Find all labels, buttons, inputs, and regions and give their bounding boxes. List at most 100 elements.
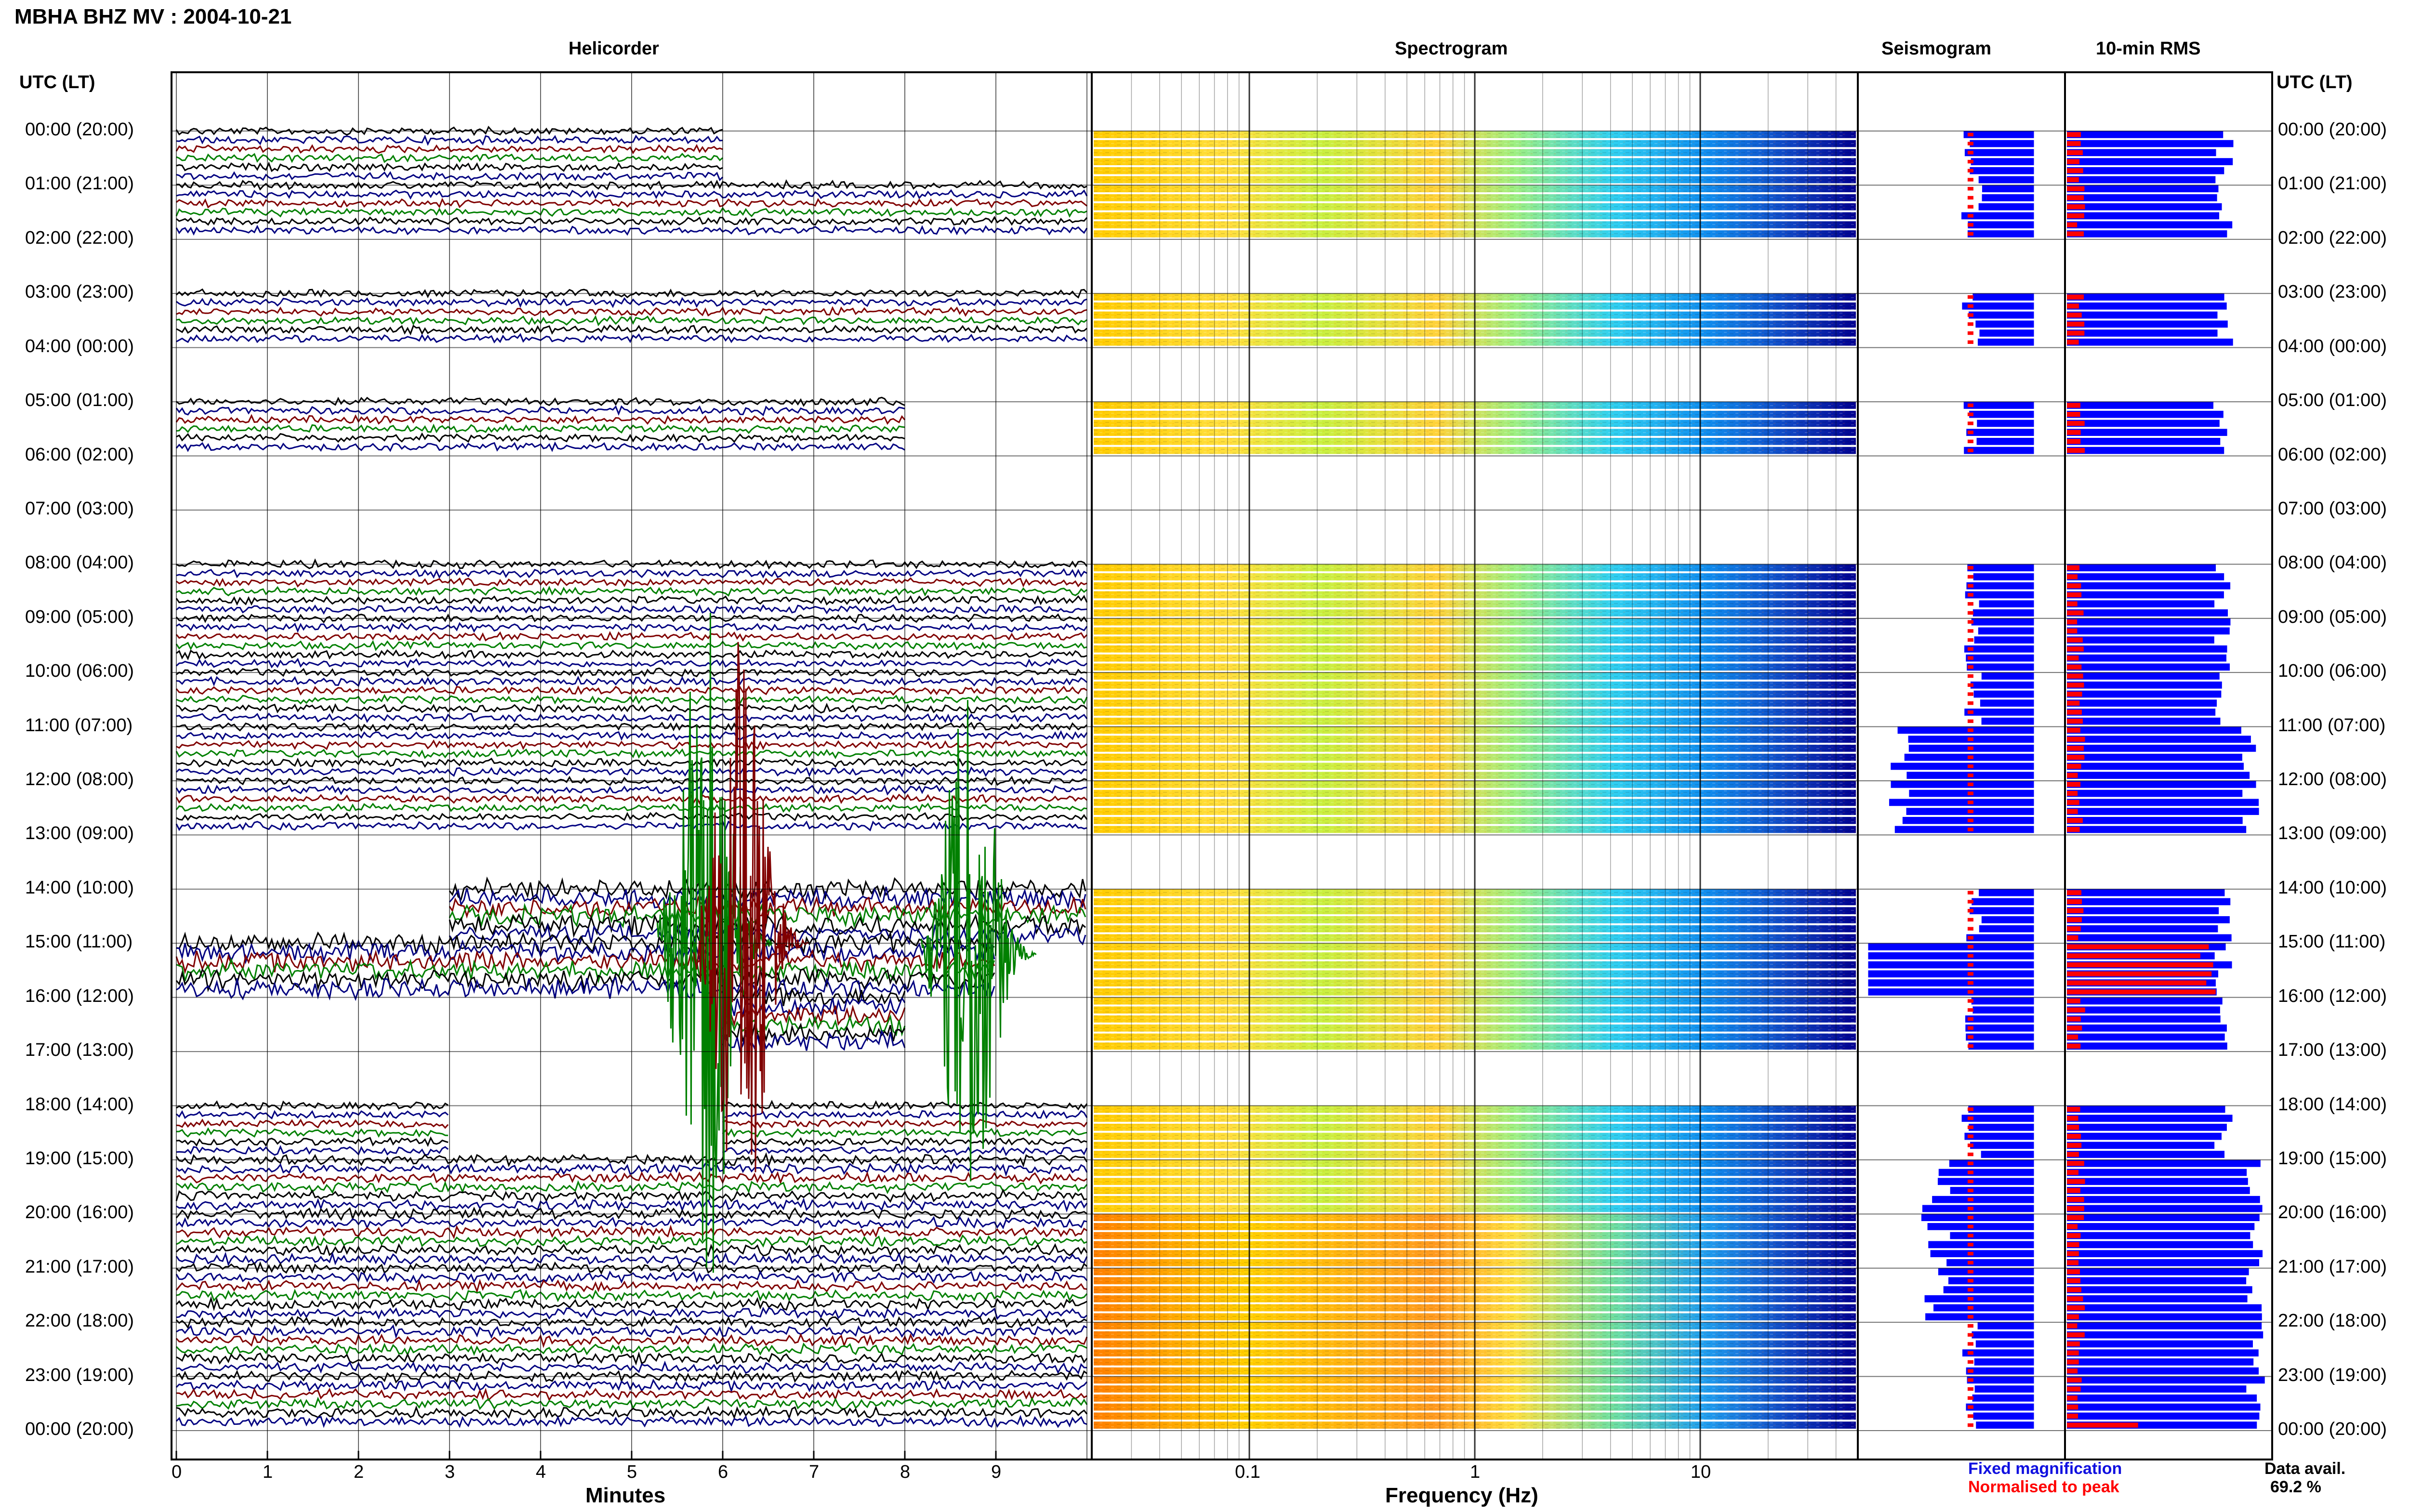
seismogram-normalised-mark xyxy=(1967,1008,1973,1012)
seismogram-title: Seismogram xyxy=(1881,39,1992,59)
seismogram-fixed-bar xyxy=(1946,1259,2034,1266)
rms-normalised-bar xyxy=(2067,1296,2083,1302)
seismogram-fixed-bar xyxy=(1964,1132,2034,1140)
seismogram-fixed-bar xyxy=(1868,952,2034,960)
rms-fixed-bar xyxy=(2067,1376,2265,1384)
seismogram-fixed-bar xyxy=(1967,230,2034,237)
rms-normalised-bar xyxy=(2067,294,2084,300)
rms-normalised-bar xyxy=(2067,168,2083,173)
seismogram-normalised-mark xyxy=(1967,791,1973,795)
data-availability-label: Data avail. xyxy=(2264,1459,2346,1478)
seismogram-fixed-bar xyxy=(1966,429,2034,436)
rms-title: 10-min RMS xyxy=(2096,39,2201,59)
seismogram-normalised-mark xyxy=(1967,584,1973,588)
seismogram-fixed-bar xyxy=(1981,717,2034,725)
rms-fixed-bar xyxy=(2067,1322,2262,1329)
seismogram-fixed-bar xyxy=(1970,681,2034,689)
rms-normalised-bar xyxy=(2067,1386,2081,1392)
seismogram-normalised-mark xyxy=(1967,737,1973,741)
rms-normalised-bar xyxy=(2067,890,2082,895)
seismogram-normalised-mark xyxy=(1967,1396,1973,1400)
seismogram-normalised-mark xyxy=(1967,593,1973,597)
helicorder-tick-label: 6 xyxy=(718,1462,728,1482)
legend-fixed: Fixed magnification xyxy=(1968,1459,2122,1478)
seismogram-normalised-mark xyxy=(1967,1044,1973,1048)
seismogram-normalised-mark xyxy=(1967,638,1973,642)
hour-label-left: 12:00 (08:00) xyxy=(25,769,134,789)
rms-normalised-bar xyxy=(2067,1314,2079,1319)
rms-fixed-bar xyxy=(2067,302,2227,310)
rms-fixed-bar xyxy=(2067,889,2225,896)
rms-fixed-bar xyxy=(2067,916,2230,923)
rms-normalised-bar xyxy=(2067,1179,2085,1184)
seismogram-fixed-bar xyxy=(1976,1421,2034,1429)
rms-normalised-bar xyxy=(2067,683,2084,688)
seismogram-fixed-bar xyxy=(1965,1024,2034,1032)
rms-normalised-bar xyxy=(2067,664,2082,670)
seismogram-fixed-bar xyxy=(1975,320,2034,328)
rms-fixed-bar xyxy=(2067,699,2217,707)
seismogram-fixed-bar xyxy=(1974,1358,2034,1366)
rms-fixed-bar xyxy=(2067,690,2222,698)
rms-fixed-bar xyxy=(2067,609,2228,617)
seismogram-normalised-mark xyxy=(1967,908,1973,913)
rms-fixed-bar xyxy=(2067,1214,2260,1222)
rms-normalised-bar xyxy=(2067,899,2082,905)
rms-normalised-bar xyxy=(2067,1143,2082,1148)
seismogram-fixed-bar xyxy=(1966,1033,2034,1041)
seismogram-normalised-mark xyxy=(1967,412,1973,416)
seismogram-fixed-bar xyxy=(1970,140,2034,147)
seismogram-fixed-bar xyxy=(1927,1223,2034,1230)
seismogram-fixed-bar xyxy=(1974,636,2034,644)
rms-fixed-bar xyxy=(2067,789,2243,797)
rms-normalised-bar xyxy=(2067,971,2212,976)
rms-fixed-bar xyxy=(2067,726,2241,734)
rms-fixed-bar xyxy=(2067,1286,2252,1293)
rms-normalised-bar xyxy=(2067,330,2085,336)
seismogram-fixed-bar xyxy=(1943,1286,2034,1293)
rms-normalised-bar xyxy=(2067,583,2081,589)
seismogram-normalised-mark xyxy=(1967,647,1973,651)
rms-normalised-bar xyxy=(2067,447,2085,453)
seismogram-fixed-bar xyxy=(1972,1394,2034,1402)
rms-normalised-bar xyxy=(2067,1161,2084,1166)
hour-label-left: 03:00 (23:00) xyxy=(25,282,134,302)
rms-fixed-bar xyxy=(2067,1295,2248,1302)
rms-normalised-bar xyxy=(2067,998,2080,1004)
hour-label-right: 18:00 (14:00) xyxy=(2278,1094,2387,1115)
rms-fixed-bar xyxy=(2067,763,2244,770)
rms-fixed-bar xyxy=(2067,816,2243,824)
seismogram-normalised-mark xyxy=(1967,1243,1973,1247)
rms-normalised-bar xyxy=(2067,312,2082,318)
hour-label-right: 10:00 (06:00) xyxy=(2278,661,2387,682)
seismogram-normalised-mark xyxy=(1967,1351,1973,1355)
seismogram-fixed-bar xyxy=(1963,402,2034,409)
rms-fixed-bar xyxy=(2067,582,2231,590)
seismogram-normalised-mark xyxy=(1967,1152,1973,1157)
rms-fixed-bar xyxy=(2067,176,2216,184)
rms-normalised-bar xyxy=(2067,403,2080,408)
rms-normalised-bar xyxy=(2067,646,2084,652)
rms-fixed-bar xyxy=(2067,808,2259,815)
seismogram-normalised-mark xyxy=(1967,1224,1973,1229)
seismogram-fixed-bar xyxy=(1868,943,2034,950)
seismogram-normalised-mark xyxy=(1967,936,1973,940)
rms-fixed-bar xyxy=(2067,1349,2259,1357)
rms-fixed-bar xyxy=(2067,1169,2247,1176)
rms-fixed-bar xyxy=(2067,1304,2262,1312)
seismogram-normalised-mark xyxy=(1967,674,1973,678)
rms-fixed-bar xyxy=(2067,618,2231,626)
seismogram-fixed-bar xyxy=(1891,781,2034,788)
hour-label-left: 04:00 (00:00) xyxy=(25,336,134,356)
hour-label-right: 16:00 (12:00) xyxy=(2278,986,2387,1006)
seismogram-normalised-mark xyxy=(1967,891,1973,894)
seismogram-normalised-mark xyxy=(1967,918,1973,922)
helicorder-trace xyxy=(176,976,995,1001)
seismogram-normalised-mark xyxy=(1967,304,1973,308)
seismogram-normalised-mark xyxy=(1967,322,1973,326)
rms-fixed-bar xyxy=(2067,925,2218,933)
rms-normalised-bar xyxy=(2067,1188,2080,1193)
rms-fixed-bar xyxy=(2067,997,2223,1005)
seismogram-normalised-mark xyxy=(1967,1107,1973,1111)
